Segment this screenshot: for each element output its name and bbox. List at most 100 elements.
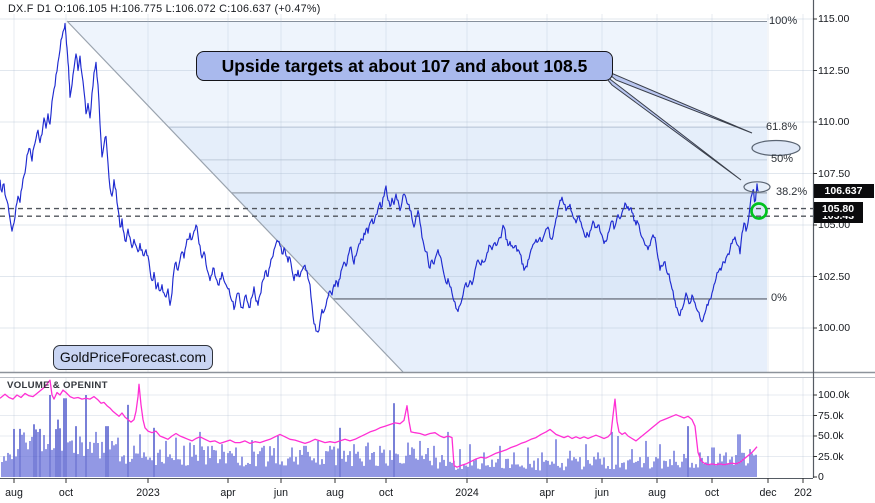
- declining-resistance-line[interactable]: [66, 20, 404, 373]
- volume-bar: [319, 464, 321, 477]
- volume-bar: [709, 464, 711, 477]
- volume-bar: [645, 440, 647, 477]
- volume-bar: [437, 468, 439, 477]
- volume-bar: [329, 445, 331, 477]
- volume-bar: [755, 454, 757, 477]
- volume-bar: [297, 464, 299, 477]
- volume-bar: [125, 463, 127, 477]
- volume-bar: [535, 469, 537, 477]
- volume-bar: [375, 465, 377, 477]
- volume-bar: [473, 460, 475, 477]
- volume-bar: [705, 462, 707, 477]
- target-ellipse-lower[interactable]: [743, 181, 771, 193]
- volume-bar: [95, 431, 97, 477]
- volume-bar: [159, 449, 161, 477]
- time-tick-label: jun: [594, 487, 610, 499]
- volume-bar: [155, 465, 157, 477]
- volume-bar: [679, 467, 681, 477]
- volume-bars[interactable]: [1, 395, 757, 477]
- volume-bar: [537, 458, 539, 477]
- volume-bar: [687, 426, 689, 477]
- volume-bar: [243, 466, 245, 477]
- volume-bar: [279, 464, 281, 477]
- time-tick-label: aug: [326, 487, 344, 499]
- volume-bar: [661, 468, 663, 477]
- volume-bar: [669, 459, 671, 477]
- volume-bar: [657, 458, 659, 477]
- volume-bar: [383, 449, 385, 477]
- volume-bar: [211, 445, 213, 477]
- volume-bar: [177, 459, 179, 477]
- volume-bar: [275, 463, 277, 477]
- volume-bar: [495, 462, 497, 477]
- volume-bar: [527, 447, 529, 477]
- volume-bar: [351, 466, 353, 477]
- volume-bar: [223, 451, 225, 477]
- volume-bar: [217, 463, 219, 477]
- volume-bar: [521, 465, 523, 477]
- volume-bar: [27, 449, 29, 477]
- volume-bar: [359, 458, 361, 477]
- volume-bar: [659, 444, 661, 477]
- volume-bar: [99, 458, 101, 477]
- volume-bar: [123, 455, 125, 477]
- volume-bar: [431, 465, 433, 477]
- volume-tick-label: 50.0k: [818, 430, 844, 442]
- volume-bar: [73, 452, 75, 477]
- volume-bar: [313, 458, 315, 477]
- volume-bar: [405, 455, 407, 477]
- volume-bar: [545, 460, 547, 477]
- volume-bar: [371, 453, 373, 477]
- volume-bar: [253, 451, 255, 477]
- volume-bar: [307, 451, 309, 477]
- volume-bar: [71, 440, 73, 477]
- volume-bar: [477, 468, 479, 477]
- volume-bar: [415, 458, 417, 477]
- volume-bar: [181, 464, 183, 477]
- volume-bar: [623, 462, 625, 477]
- volume-bar: [287, 458, 289, 477]
- volume-bar: [617, 436, 619, 477]
- open-interest-line[interactable]: [0, 379, 758, 468]
- volume-bar: [139, 434, 141, 477]
- price-line[interactable]: [0, 22, 759, 333]
- target-ellipse-upper[interactable]: [751, 139, 801, 157]
- volume-bar: [575, 458, 577, 477]
- volume-bar: [515, 464, 517, 477]
- volume-bar: [67, 442, 69, 477]
- volume-bar: [507, 458, 509, 477]
- goldpriceforecast-watermark[interactable]: GoldPriceForecast.com: [53, 345, 213, 370]
- volume-bar: [701, 457, 703, 477]
- volume-bar: [665, 461, 667, 477]
- price-badge-level: 105.80: [813, 201, 863, 216]
- volume-bar: [289, 457, 291, 477]
- volume-bar: [663, 460, 665, 477]
- volume-bar: [563, 470, 565, 477]
- upside-targets-annotation[interactable]: Upside targets at about 107 and about 10…: [196, 51, 613, 81]
- volume-bar: [511, 464, 513, 477]
- volume-bar: [137, 453, 139, 477]
- volume-bar: [311, 460, 313, 477]
- volume-bar: [737, 434, 739, 477]
- breakout-circle[interactable]: [750, 202, 768, 220]
- volume-bar: [481, 463, 483, 477]
- volume-bar: [729, 459, 731, 477]
- volume-bar: [17, 449, 19, 477]
- volume-bar: [457, 468, 459, 477]
- volume-bar: [445, 465, 447, 477]
- time-tick-label: apr: [220, 487, 236, 499]
- volume-bar: [49, 395, 51, 477]
- volume-bar: [451, 462, 453, 477]
- volume-bar: [735, 455, 737, 477]
- volume-bar: [439, 462, 441, 477]
- volume-bar: [427, 448, 429, 477]
- volume-bar: [101, 441, 103, 477]
- volume-bar: [119, 461, 121, 477]
- volume-bar: [353, 444, 355, 477]
- volume-bar: [381, 452, 383, 477]
- volume-bar: [459, 449, 461, 477]
- volume-bar: [153, 427, 155, 477]
- volume-bar: [505, 458, 507, 477]
- volume-bar: [203, 450, 205, 477]
